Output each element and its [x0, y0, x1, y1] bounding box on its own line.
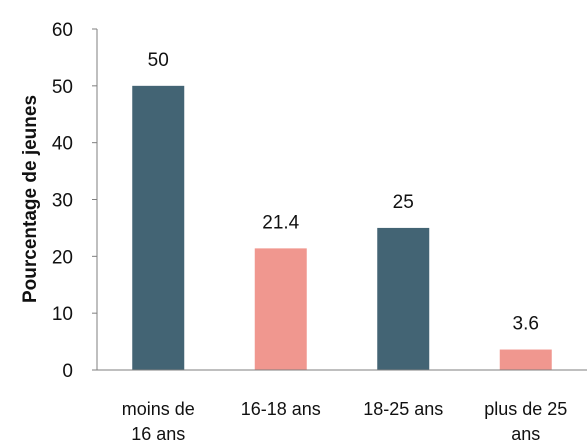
- category-label: 16-18 ans: [241, 399, 321, 419]
- y-tick-label: 20: [52, 247, 73, 268]
- y-tick-label: 30: [52, 191, 73, 212]
- bar: [499, 349, 552, 370]
- y-tick-label: 0: [62, 361, 73, 382]
- data-label: 25: [393, 192, 414, 213]
- x-axis-labels: moins de 16 ans 16-18 ans 18-25 ans plus de …: [122, 399, 568, 444]
- bars: [132, 85, 552, 370]
- bar: [254, 248, 307, 370]
- y-tick-label: 50: [52, 77, 73, 98]
- category-label: 16 ans: [131, 424, 185, 444]
- y-tick-label: 40: [52, 134, 73, 155]
- axes: [96, 29, 587, 371]
- data-label: 3.6: [513, 314, 539, 335]
- category-label: plus de 25: [484, 399, 567, 419]
- category-label: ans: [511, 424, 540, 444]
- data-label: 21.4: [262, 212, 299, 233]
- category-label: 18-25 ans: [363, 399, 443, 419]
- bar: [132, 85, 185, 370]
- y-tick-label: 10: [52, 304, 73, 325]
- data-label: 50: [148, 50, 169, 71]
- data-labels: 50 21.4 25 3.6: [148, 50, 539, 335]
- category-label: moins de: [122, 399, 195, 419]
- bar: [377, 227, 430, 370]
- y-tick-label: 60: [52, 20, 73, 41]
- y-axis-title: Pourcentage de jeunes: [20, 95, 41, 303]
- y-axis-ticks: 0 10 20 30 40 50 60: [52, 20, 97, 382]
